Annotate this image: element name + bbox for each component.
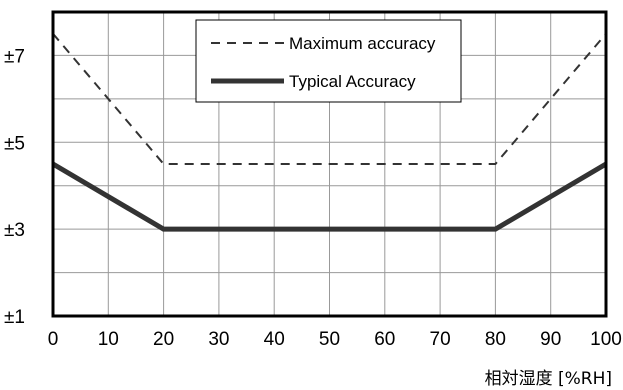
series-layer bbox=[51, 33, 608, 232]
legend-label: Typical Accuracy bbox=[289, 72, 416, 91]
x-tick-label: 20 bbox=[153, 329, 174, 350]
series-line-typical-accuracy bbox=[51, 161, 608, 232]
y-tick-label: ±1 bbox=[4, 307, 25, 328]
x-tick-label: 30 bbox=[208, 329, 229, 350]
x-tick-labels: 0 10 20 30 40 50 60 70 80 90 100 bbox=[48, 329, 622, 350]
y-tick-label: ±7 bbox=[4, 46, 25, 67]
x-tick-label: 100 bbox=[590, 329, 622, 350]
x-tick-label: 40 bbox=[264, 329, 285, 350]
y-tick-label: ±5 bbox=[4, 133, 25, 154]
legend-box bbox=[195, 19, 462, 103]
x-tick-label: 80 bbox=[485, 329, 506, 350]
y-tick-label: ±3 bbox=[4, 220, 25, 241]
plot-frame bbox=[51, 10, 608, 318]
x-tick-label: 90 bbox=[540, 329, 561, 350]
x-tick-label: 0 bbox=[48, 329, 59, 350]
legend-label: Maximum accuracy bbox=[289, 34, 436, 53]
legend: Maximum accuracy Typical Accuracy bbox=[195, 19, 462, 103]
series-line-maximum-accuracy bbox=[52, 33, 607, 165]
x-tick-label: 60 bbox=[374, 329, 395, 350]
x-tick-label: 10 bbox=[98, 329, 119, 350]
x-axis-label: 相対湿度 [%RH] bbox=[485, 369, 612, 389]
x-tick-label: 50 bbox=[319, 329, 340, 350]
x-tick-label: 70 bbox=[430, 329, 451, 350]
y-tick-labels: ±1 ±3 ±5 ±7 bbox=[4, 46, 25, 328]
